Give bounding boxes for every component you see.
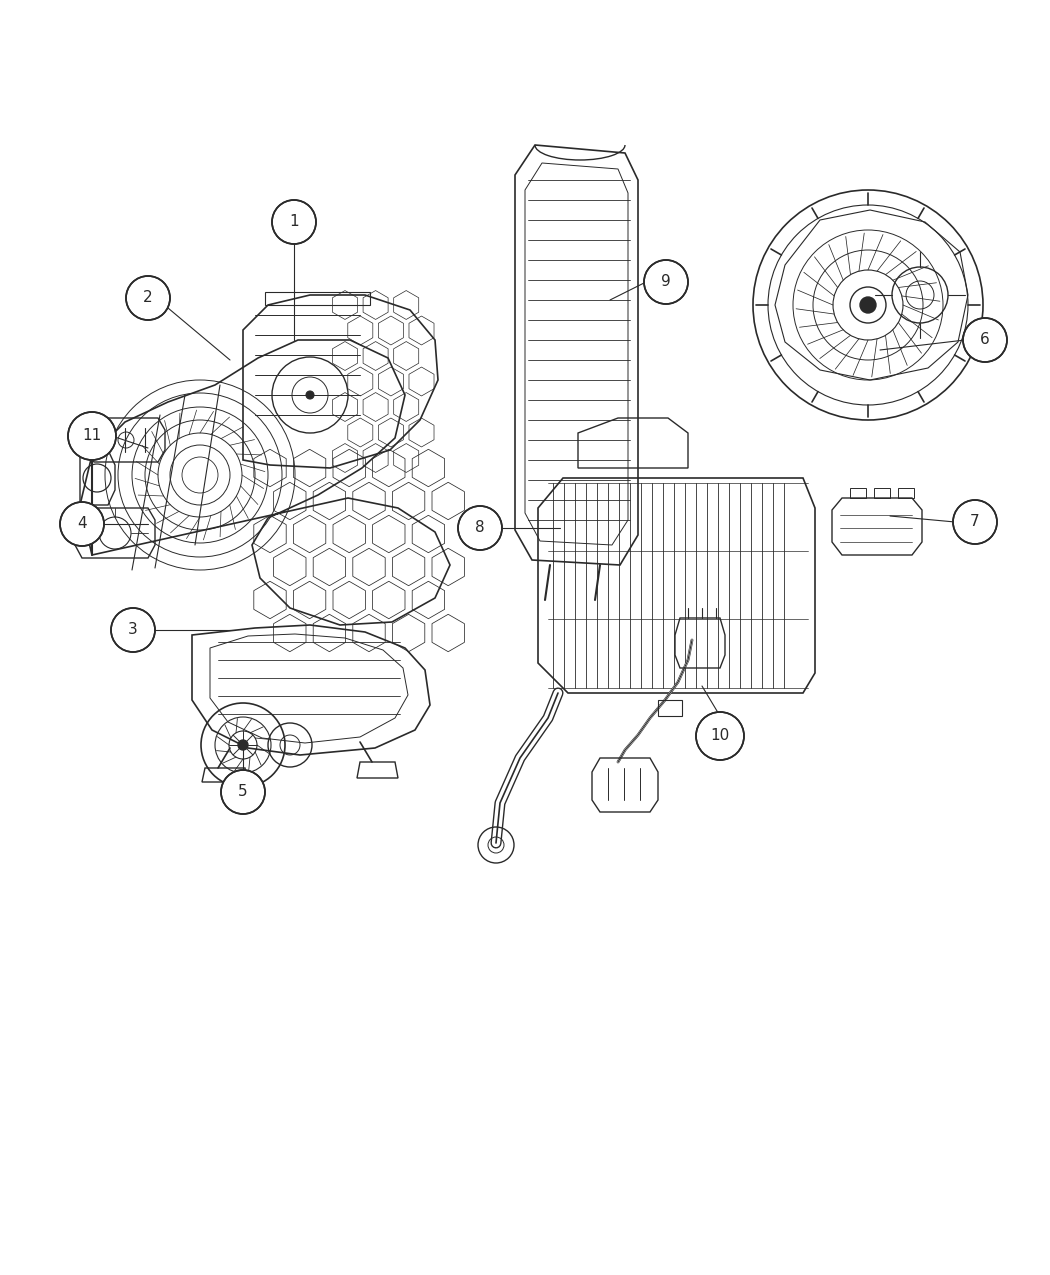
Text: 10: 10 [711, 728, 730, 743]
Text: 2: 2 [143, 291, 153, 306]
Text: 6: 6 [980, 333, 990, 348]
Circle shape [60, 502, 104, 546]
Circle shape [126, 275, 170, 320]
Circle shape [68, 412, 116, 460]
Text: 9: 9 [662, 274, 671, 289]
Text: 4: 4 [78, 516, 87, 532]
Text: 11: 11 [82, 428, 102, 444]
Text: 1: 1 [289, 214, 299, 230]
Circle shape [220, 770, 265, 813]
Circle shape [860, 297, 876, 312]
Circle shape [306, 391, 314, 399]
Circle shape [953, 500, 997, 544]
Circle shape [272, 200, 316, 244]
Circle shape [696, 711, 744, 760]
Circle shape [238, 740, 248, 750]
Text: 8: 8 [476, 520, 485, 536]
Circle shape [458, 506, 502, 550]
Circle shape [644, 260, 688, 303]
Text: 7: 7 [970, 515, 980, 529]
Text: 5: 5 [238, 784, 248, 799]
Text: 3: 3 [128, 622, 138, 638]
Circle shape [111, 608, 155, 652]
Circle shape [963, 317, 1007, 362]
